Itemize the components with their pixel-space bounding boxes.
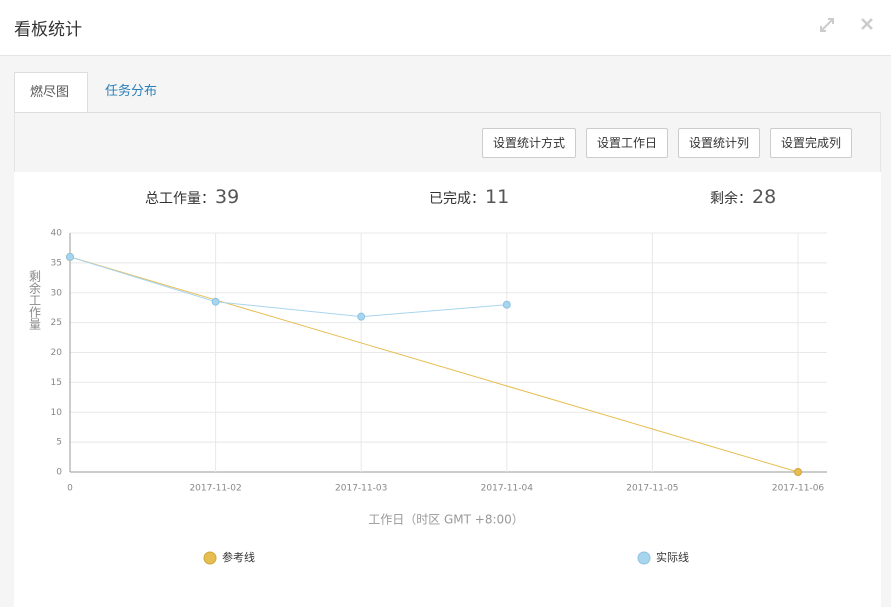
stat-value: 28 bbox=[752, 186, 777, 208]
y-tick-label: 10 bbox=[51, 408, 63, 418]
y-tick-label: 40 bbox=[51, 229, 63, 239]
legend-swatch bbox=[203, 551, 217, 565]
button[interactable]: 设置完成列 bbox=[770, 128, 852, 158]
data-point bbox=[357, 312, 366, 321]
stat-label: 剩余： bbox=[710, 191, 752, 207]
y-tick-label: 35 bbox=[51, 258, 62, 268]
y-tick-label: 30 bbox=[51, 288, 63, 298]
button[interactable]: 设置统计方式 bbox=[482, 128, 576, 158]
data-point bbox=[502, 300, 511, 309]
button[interactable]: 设置工作日 bbox=[586, 128, 668, 158]
y-tick-label: 0 bbox=[56, 468, 62, 478]
stat-label: 已完成： bbox=[429, 191, 485, 207]
legend-swatch bbox=[637, 551, 651, 565]
stat: 总工作量：39 bbox=[145, 186, 239, 208]
y-tick-label: 25 bbox=[51, 318, 62, 328]
stat: 已完成：11 bbox=[429, 186, 509, 208]
legend-label: 参考线 bbox=[222, 550, 255, 564]
stat-value: 39 bbox=[215, 186, 240, 208]
tab[interactable]: 燃尽图 bbox=[14, 72, 88, 112]
close-icon[interactable] bbox=[859, 16, 875, 32]
data-point bbox=[66, 252, 74, 261]
series-line bbox=[69, 256, 799, 473]
x-tick-label: 2017-11-04 bbox=[481, 484, 534, 494]
x-tick-label: 2017-11-03 bbox=[335, 484, 387, 494]
series-line bbox=[69, 256, 507, 318]
data-point bbox=[794, 468, 802, 476]
dialog-title: 看板统计 bbox=[14, 20, 82, 40]
stat-label: 总工作量： bbox=[145, 191, 215, 207]
chart-card bbox=[14, 172, 881, 607]
x-tick-label: 0 bbox=[67, 484, 73, 494]
x-tick-label: 2017-11-05 bbox=[626, 484, 678, 494]
y-axis-label: 剩余工作量 bbox=[28, 270, 42, 330]
x-tick-label: 2017-11-06 bbox=[772, 484, 825, 494]
y-tick-label: 15 bbox=[51, 378, 62, 388]
y-tick-label: 5 bbox=[56, 438, 62, 448]
stat-value: 11 bbox=[485, 186, 510, 208]
x-tick-label: 2017-11-02 bbox=[189, 484, 241, 494]
x-axis-label: 工作日（时区 GMT +8:00） bbox=[368, 513, 524, 527]
legend-label: 实际线 bbox=[656, 550, 689, 564]
button[interactable]: 设置统计列 bbox=[678, 128, 760, 158]
expand-icon[interactable] bbox=[818, 16, 836, 34]
tab[interactable]: 任务分布 bbox=[105, 84, 158, 99]
y-tick-label: 20 bbox=[51, 348, 63, 358]
stat: 剩余：28 bbox=[710, 186, 776, 208]
header: 看板统计 bbox=[0, 0, 891, 56]
data-point bbox=[211, 297, 220, 306]
